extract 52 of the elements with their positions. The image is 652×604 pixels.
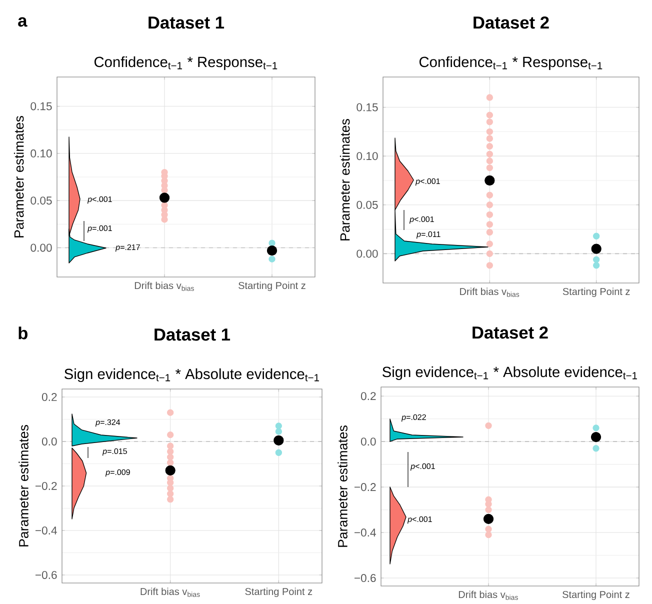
annotation: p=.022 (401, 414, 426, 422)
y-tick-label: −0.2 (354, 482, 376, 491)
y-axis-title: Parameter estimates (14, 116, 24, 238)
chart-title: Dataset 2 (474, 16, 549, 28)
chart-subtitle: Confidence$_{t−1}$ * Response$_{t−1}$ (94, 56, 278, 70)
y-tick-label: 0.0 (360, 437, 376, 446)
text: b (18, 326, 28, 340)
annotation: p<.001 (409, 216, 434, 224)
chart-title: Dataset 2 (472, 326, 548, 338)
y-tick-label: −0.4 (35, 526, 57, 534)
chart-subtitle: Confidence$_{t−1}$ * Response$_{t−1}$ (419, 56, 602, 70)
y-tick-label: −0.2 (35, 482, 57, 490)
chart-title: Dataset 1 (154, 328, 230, 340)
annotation: p<.001 (87, 196, 112, 204)
y-tick-label: −0.6 (354, 574, 376, 582)
annotation: p<.001 (410, 463, 435, 470)
y-tick-label: 0.05 (30, 196, 52, 204)
annotation: p=.011 (416, 231, 440, 238)
y-tick-label: −0.6 (35, 570, 57, 579)
y-tick-label: −0.4 (354, 528, 376, 536)
y-axis-title: Parameter estimates (340, 118, 350, 240)
y-tick-label: 0.2 (360, 392, 376, 400)
x-tick-label: Drift bias v$_{bias}$ (134, 281, 194, 291)
y-tick-label: 0.15 (356, 103, 378, 112)
y-tick-label: 0.10 (30, 149, 52, 158)
y-tick-label: 0.0 (42, 437, 57, 446)
chart-title: Dataset 1 (148, 16, 224, 28)
annotation: p=.009 (105, 469, 130, 476)
text: a (18, 17, 28, 26)
annotation: p=.015 (102, 448, 127, 456)
x-tick-label: Starting Point z (238, 281, 306, 291)
y-tick-label: 0.10 (356, 152, 378, 160)
y-axis-title: Parameter estimates (18, 424, 28, 546)
y-tick-label: 0.15 (30, 102, 52, 110)
y-tick-label: 0.00 (356, 249, 378, 258)
y-tick-label: 0.2 (42, 392, 57, 401)
x-tick-label: Starting Point z (245, 587, 312, 597)
chart-subtitle: Sign evidence$_{t−1}$ * Absolute evidence$_{t−1}$ (64, 368, 319, 382)
x-tick-label: Drift bias v$_{bias}$ (458, 590, 518, 600)
annotation: p<.001 (407, 516, 432, 524)
annotation: p=.217 (115, 244, 140, 252)
annotation: p=.324 (95, 419, 120, 426)
x-tick-label: Drift bias v$_{bias}$ (460, 287, 520, 297)
y-tick-label: 0.00 (30, 244, 52, 252)
annotation: p=.001 (87, 225, 112, 232)
y-axis-title: Parameter estimates (338, 425, 348, 547)
y-tick-label: 0.05 (356, 200, 378, 209)
x-tick-label: Starting Point z (562, 590, 630, 600)
annotation: p<.001 (415, 178, 440, 186)
x-tick-label: Starting Point z (562, 287, 630, 297)
chart-subtitle: Sign evidence$_{t−1}$ * Absolute evidence$_{t−1}$ (382, 366, 637, 380)
x-tick-label: Drift bias v$_{bias}$ (140, 587, 200, 597)
